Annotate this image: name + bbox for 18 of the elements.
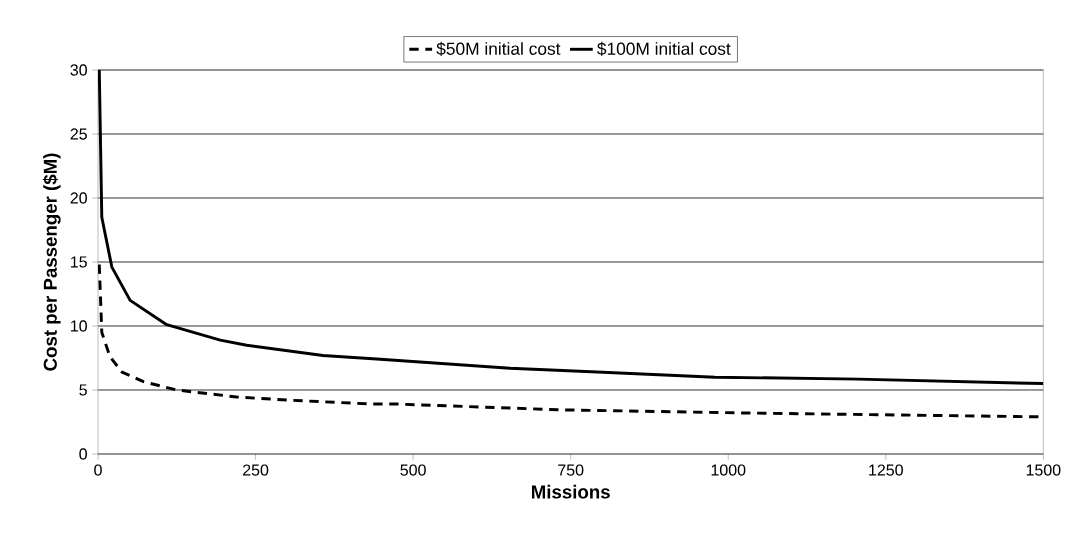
y-tick-label: 5 [79,384,87,396]
y-tick-label: 25 [70,128,87,140]
x-tick-label: 500 [400,464,426,476]
x-axis-title: Missions [531,484,610,499]
x-tick-label: 1500 [1026,464,1061,476]
legend-label: $50M initial cost [436,41,561,56]
y-axis-title: Cost per Passenger ($M) [42,153,61,371]
x-tick-label: 1000 [711,464,746,476]
y-tick-label: 30 [70,64,87,76]
x-tick-label: 750 [558,464,584,476]
y-tick-label: 0 [79,448,87,460]
y-tick-label: 10 [71,320,87,332]
y-tick-label: 15 [71,256,87,268]
x-tick-label: 0 [94,464,102,476]
y-tick-label: 20 [70,192,87,204]
x-tick-label: 1250 [869,464,903,476]
x-tick-label: 250 [243,464,269,476]
legend-label: $100M initial cost [597,41,731,56]
